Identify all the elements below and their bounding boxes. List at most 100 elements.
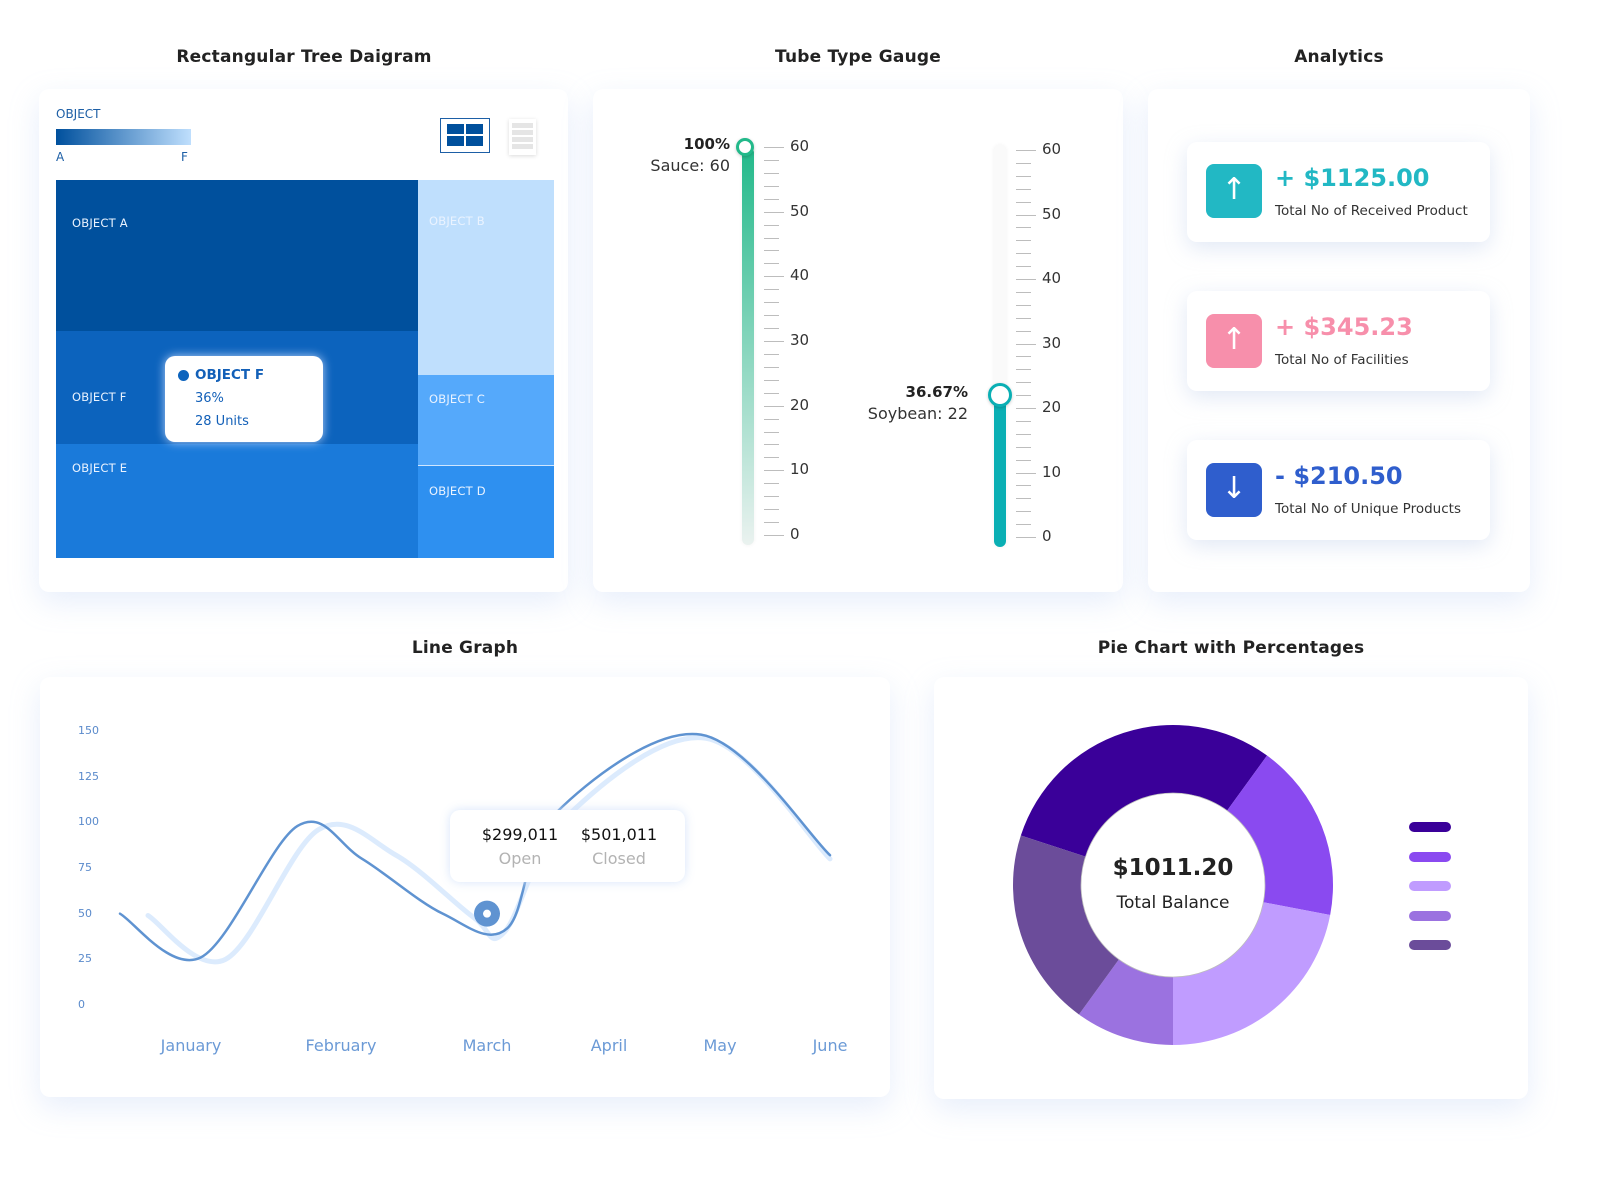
- y-tick-label: 0: [78, 998, 85, 1011]
- gauge-minor-tick: [764, 353, 779, 355]
- gauge-minor-tick: [764, 224, 779, 226]
- y-tick-label: 125: [78, 769, 99, 783]
- pie-card: $1011.20 Total Balance: [934, 677, 1528, 1099]
- gauge-tick-label: 50: [1042, 204, 1062, 223]
- gauge-minor-tick: [764, 185, 779, 187]
- gauge-tick-label: 60: [790, 137, 810, 155]
- gauge-percent-label: 100%: [683, 135, 730, 153]
- gauge-value-label: Soybean: 22: [867, 404, 968, 424]
- gauge-tube-fill: [742, 147, 754, 545]
- pie-legend-swatch[interactable]: [1409, 940, 1451, 950]
- gauge-minor-tick: [764, 237, 779, 239]
- tooltip-units: 28 Units: [195, 414, 249, 429]
- pie-legend-swatch[interactable]: [1409, 910, 1451, 921]
- gauge-minor-tick: [1016, 369, 1031, 371]
- gauge-tick-label: 30: [1042, 333, 1062, 352]
- tooltip-dot-icon: [178, 370, 189, 381]
- gauge-minor-tick: [764, 522, 779, 524]
- gauge-tick-label: 50: [790, 201, 810, 220]
- gauge-minor-tick: [1016, 511, 1031, 513]
- x-tick-label: June: [812, 1036, 848, 1055]
- stat-card-received-product[interactable]: ↑ + $1125.00 Total No of Received Produc…: [1187, 142, 1490, 242]
- gauge-card: 100% Sauce: 60 0 10 20 30 40 50 60 36.67% Soyb…: [593, 89, 1123, 592]
- y-tick-label: 75: [78, 861, 92, 874]
- gauge-major-tick: [1016, 472, 1036, 474]
- gauge-minor-tick: [1016, 266, 1031, 268]
- gauge-minor-tick: [764, 328, 779, 330]
- y-tick-label: 25: [78, 952, 92, 966]
- treemap-cell-object-e[interactable]: OBJECT E: [56, 444, 418, 558]
- gauge-minor-tick: [1016, 382, 1031, 384]
- line-point-marker-center: [483, 909, 491, 918]
- gauge-major-tick: [1016, 279, 1036, 280]
- treemap-cell-object-c[interactable]: OBJECT C: [418, 375, 554, 466]
- gauge-minor-tick: [1016, 175, 1031, 177]
- gauge-minor-tick: [1016, 498, 1031, 500]
- treemap-legend-title: OBJECT: [56, 107, 101, 121]
- grid-view-button[interactable]: [440, 118, 490, 153]
- gauge-minor-tick: [1016, 485, 1031, 487]
- arrow-up-icon: ↑: [1206, 314, 1262, 368]
- gauge-major-tick: [1016, 150, 1036, 151]
- pie-legend-swatch[interactable]: [1409, 851, 1451, 862]
- treemap-cell-label: OBJECT B: [429, 214, 485, 228]
- gauge-minor-tick: [764, 444, 779, 446]
- pie-slice[interactable]: [1020, 725, 1268, 857]
- list-view-button[interactable]: [509, 119, 536, 155]
- treemap-cell-label: OBJECT F: [72, 390, 127, 404]
- pie-center-label: Total Balance: [1116, 893, 1230, 913]
- gauge-minor-tick: [1016, 162, 1031, 164]
- stat-card-facilities[interactable]: ↑ + $345.23 Total No of Facilities: [1187, 291, 1490, 391]
- pie-slice[interactable]: [1227, 755, 1333, 915]
- gauge-tick-label: 20: [790, 395, 810, 414]
- gauge-minor-tick: [1016, 459, 1031, 461]
- gauge-minor-tick: [764, 457, 779, 459]
- gauge-minor-tick: [764, 263, 779, 265]
- treemap-card: OBJECT A F OBJECT A OBJECT F OBJECT E OB…: [39, 89, 568, 592]
- gauge-major-tick: [764, 147, 784, 148]
- gauge-minor-tick: [764, 418, 779, 420]
- treemap-cell-object-b[interactable]: OBJECT B: [418, 180, 554, 375]
- stat-label: Total No of Unique Products: [1275, 501, 1461, 517]
- gauge-major-tick: [764, 341, 784, 342]
- analytics-card: ↑ + $1125.00 Total No of Received Produc…: [1148, 89, 1530, 592]
- stat-value: + $345.23: [1275, 313, 1413, 341]
- pie-legend-swatch[interactable]: [1409, 881, 1451, 891]
- gauge-major-tick: [764, 405, 784, 407]
- gauge-minor-tick: [1016, 395, 1031, 397]
- gauge-minor-tick: [764, 250, 779, 252]
- list-icon: [512, 123, 533, 149]
- gauge-minor-tick: [1016, 433, 1031, 435]
- gauge-minor-tick: [764, 289, 779, 291]
- x-tick-label: May: [703, 1036, 737, 1055]
- pie-title: Pie Chart with Percentages: [1097, 638, 1365, 658]
- stat-card-unique-products[interactable]: ↓ - $210.50 Total No of Unique Products: [1187, 440, 1490, 540]
- gauge-minor-tick: [764, 366, 779, 368]
- treemap-tooltip: OBJECT F 36% 28 Units: [165, 356, 323, 442]
- line-graph-title: Line Graph: [411, 638, 519, 658]
- treemap-cell-label: OBJECT C: [429, 392, 485, 406]
- gauge-minor-tick: [764, 392, 779, 394]
- gauge-handle[interactable]: [988, 383, 1012, 408]
- treemap-cell-object-a[interactable]: OBJECT A: [56, 180, 418, 331]
- pie-slice[interactable]: [1173, 902, 1331, 1045]
- gauge-minor-tick: [1016, 240, 1031, 242]
- gauge-minor-tick: [764, 159, 779, 161]
- gauge-minor-tick: [1016, 524, 1031, 526]
- gauge-major-tick: [764, 535, 784, 536]
- treemap-legend-gradient: [56, 129, 191, 145]
- pie-legend-swatch[interactable]: [1409, 822, 1451, 832]
- gauge-tick-label: 10: [790, 460, 810, 479]
- treemap-cell-object-d[interactable]: OBJECT D: [418, 466, 554, 558]
- stat-label: Total No of Facilities: [1275, 352, 1409, 368]
- gauge-major-tick: [764, 276, 784, 278]
- tooltip-title: OBJECT F: [195, 367, 265, 383]
- arrow-down-icon: ↓: [1206, 463, 1262, 517]
- gauge-minor-tick: [764, 315, 779, 317]
- gauge-minor-tick: [1016, 330, 1031, 332]
- gauge-handle[interactable]: [736, 138, 754, 156]
- gauge-minor-tick: [1016, 304, 1031, 306]
- pie-slice[interactable]: [1078, 959, 1173, 1045]
- pie-slice[interactable]: [1013, 835, 1119, 1015]
- treemap-legend-start: A: [56, 150, 65, 164]
